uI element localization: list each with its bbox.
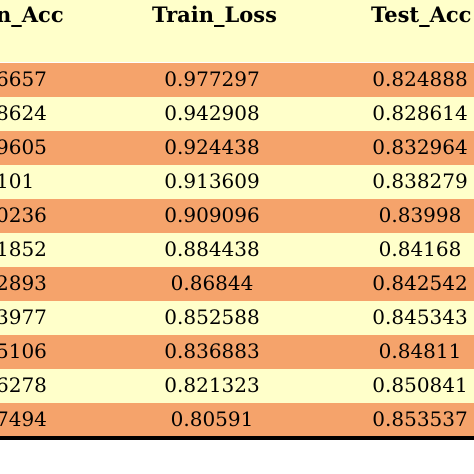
table-row: 8624 0.942908 0.828614	[0, 97, 474, 131]
cell-test-acc: 0.845343	[372, 305, 468, 329]
cell-test-acc: 0.838279	[372, 169, 468, 193]
cell-train-acc: 7494	[0, 407, 47, 431]
cell-train-acc: 3977	[0, 305, 47, 329]
cell-test-acc: 0.828614	[372, 101, 468, 125]
cell-train-loss: 0.884438	[164, 237, 260, 261]
header-train-acc: n_Acc	[0, 2, 64, 27]
table-bottom-rule	[0, 436, 474, 440]
cell-train-loss: 0.821323	[164, 373, 260, 397]
table-row: 5106 0.836883 0.84811	[0, 335, 474, 369]
cell-train-loss: 0.924438	[164, 135, 260, 159]
cell-train-acc: 2893	[0, 271, 47, 295]
cell-train-acc: 6657	[0, 67, 47, 91]
table-row: 0236 0.909096 0.83998	[0, 199, 474, 233]
cell-test-acc: 0.832964	[372, 135, 468, 159]
cell-train-loss: 0.86844	[170, 271, 254, 295]
cell-train-acc: 1852	[0, 237, 47, 261]
table-header: n_Acc Train_Loss Test_Acc	[0, 0, 474, 62]
cell-test-acc: 0.84811	[378, 339, 462, 363]
cell-train-loss: 0.80591	[170, 407, 254, 431]
table-row: 1852 0.884438 0.84168	[0, 233, 474, 267]
cell-test-acc: 0.83998	[378, 203, 462, 227]
cell-train-loss: 0.909096	[164, 203, 260, 227]
cell-train-acc: 6278	[0, 373, 47, 397]
table-row: 6657 0.977297 0.824888	[0, 63, 474, 97]
cell-test-acc: 0.842542	[372, 271, 468, 295]
cell-train-loss: 0.852588	[164, 305, 260, 329]
cell-train-acc: 101	[0, 169, 35, 193]
cell-test-acc: 0.84168	[378, 237, 462, 261]
cell-train-acc: 5106	[0, 339, 47, 363]
cell-test-acc: 0.853537	[372, 407, 468, 431]
table-row: 6278 0.821323 0.850841	[0, 369, 474, 403]
cell-train-loss: 0.977297	[164, 67, 260, 91]
table-row: 2893 0.86844 0.842542	[0, 267, 474, 301]
cell-train-acc: 9605	[0, 135, 47, 159]
header-train-loss: Train_Loss	[152, 2, 277, 27]
table-row: 7494 0.80591 0.853537	[0, 403, 474, 437]
cell-test-acc: 0.850841	[372, 373, 468, 397]
cell-train-acc: 0236	[0, 203, 47, 227]
header-test-acc: Test_Acc	[371, 2, 472, 27]
table-row: 3977 0.852588 0.845343	[0, 301, 474, 335]
cell-train-loss: 0.913609	[164, 169, 260, 193]
cell-train-loss: 0.942908	[164, 101, 260, 125]
table-row: 9605 0.924438 0.832964	[0, 131, 474, 165]
cell-test-acc: 0.824888	[372, 67, 468, 91]
cell-train-acc: 8624	[0, 101, 47, 125]
cell-train-loss: 0.836883	[164, 339, 260, 363]
table-row: 101 0.913609 0.838279	[0, 165, 474, 199]
